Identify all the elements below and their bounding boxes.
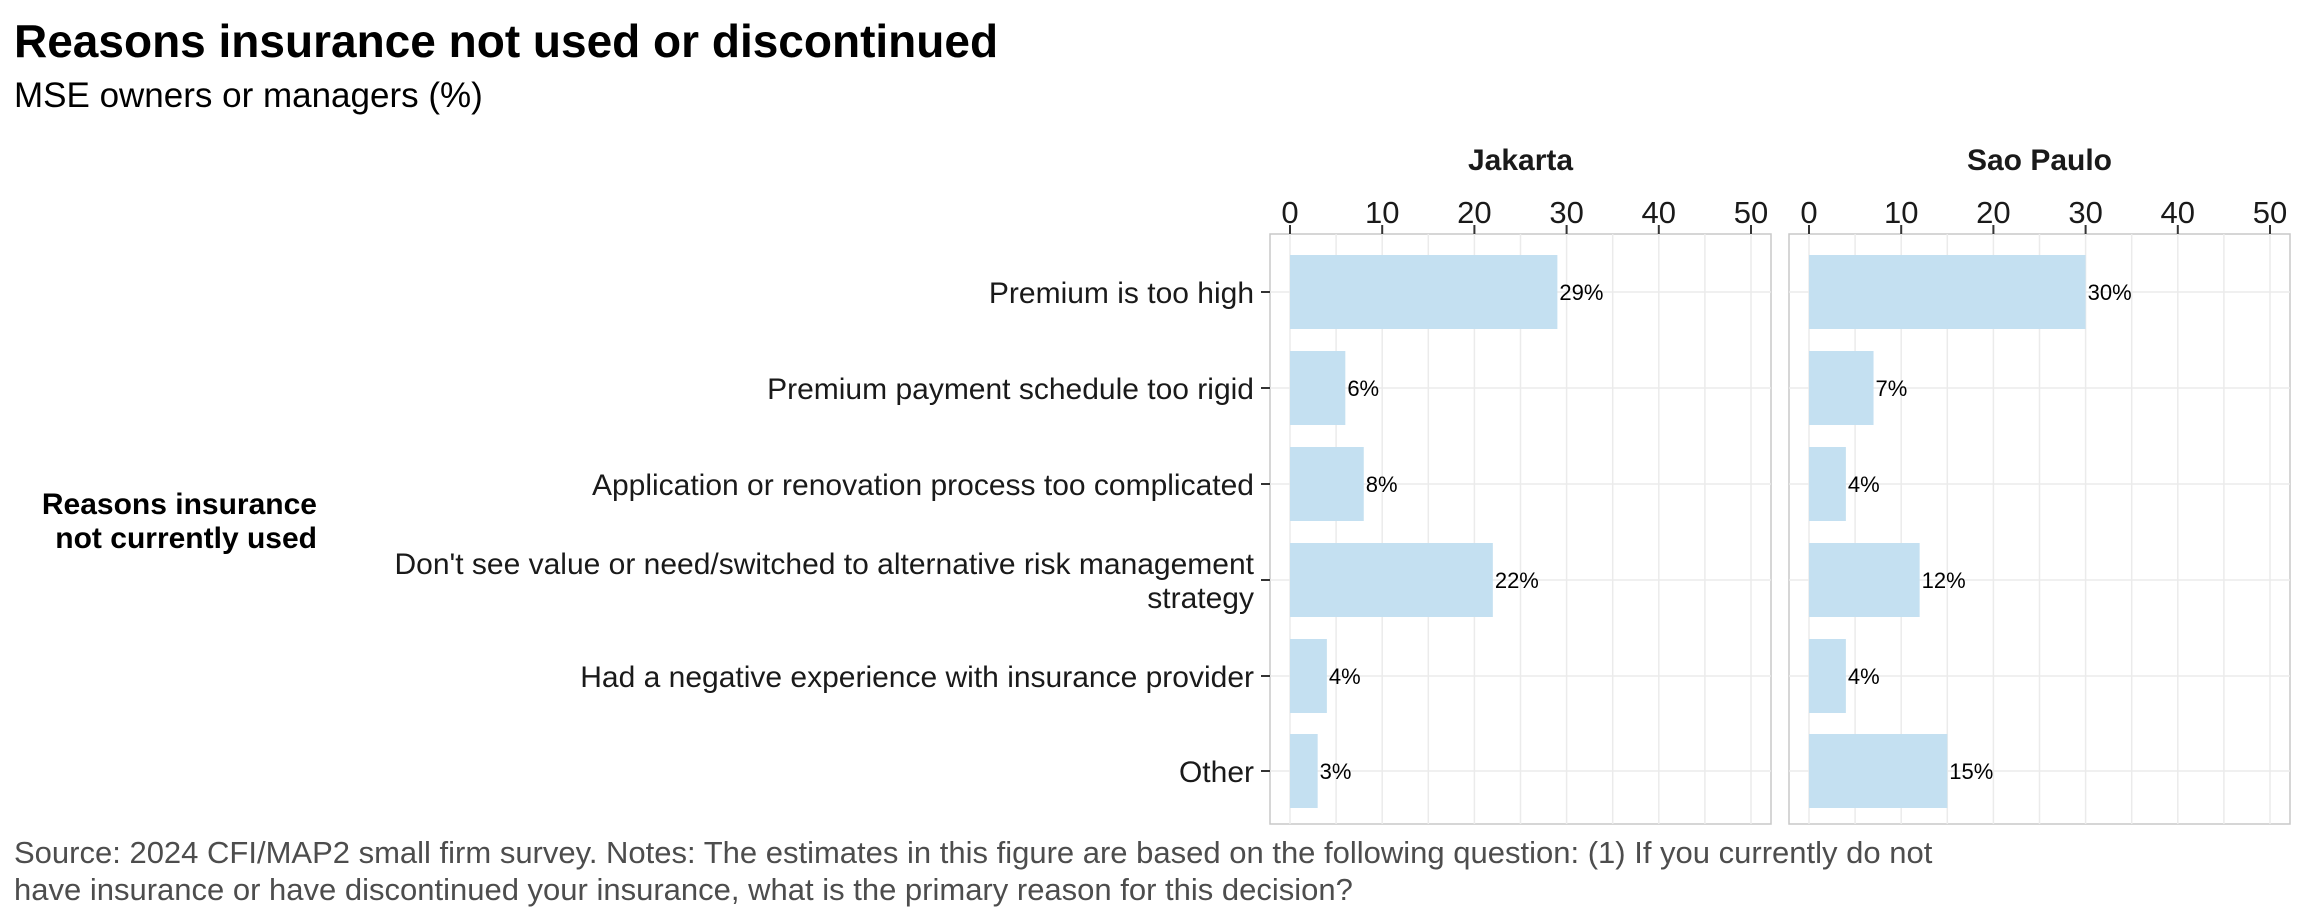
facet-label-jakarta: Jakarta xyxy=(1468,144,1573,177)
chart-subtitle: MSE owners or managers (%) xyxy=(14,76,483,115)
x-tick-label: 10 xyxy=(1365,195,1399,230)
row-group-label: Reasons insurance not currently used xyxy=(42,488,317,555)
chart-title: Reasons insurance not used or discontinu… xyxy=(14,15,999,67)
bar-sao-paulo-5 xyxy=(1809,734,1948,808)
x-tick-label: 20 xyxy=(1457,195,1491,230)
value-label-jakarta-4: 4% xyxy=(1329,664,1361,689)
source-line-2: have insurance or have discontinued your… xyxy=(14,872,1353,907)
value-label-sao-paulo-2: 4% xyxy=(1848,472,1880,497)
bar-sao-paulo-4 xyxy=(1809,639,1846,713)
category-label: Premium is too high xyxy=(989,277,1254,310)
x-tick-label: 40 xyxy=(1642,195,1676,230)
value-label-jakarta-3: 22% xyxy=(1495,568,1539,593)
x-tick-label: 40 xyxy=(2161,195,2195,230)
category-label: Had a negative experience with insurance… xyxy=(580,661,1254,694)
value-label-sao-paulo-5: 15% xyxy=(1949,759,1993,784)
category-label: Other xyxy=(1179,756,1254,789)
x-tick-label: 0 xyxy=(1281,195,1298,230)
value-label-jakarta-2: 8% xyxy=(1366,472,1398,497)
x-tick-label: 30 xyxy=(2068,195,2102,230)
value-label-jakarta-1: 6% xyxy=(1347,376,1379,401)
source-line-1: Source: 2024 CFI/MAP2 small firm survey.… xyxy=(14,835,1933,870)
x-tick-label: 50 xyxy=(1734,195,1768,230)
value-label-sao-paulo-3: 12% xyxy=(1922,568,1966,593)
x-tick-label: 10 xyxy=(1884,195,1918,230)
x-tick-label: 20 xyxy=(1976,195,2010,230)
bar-sao-paulo-1 xyxy=(1809,351,1874,425)
value-label-sao-paulo-0: 30% xyxy=(2088,280,2132,305)
category-label: Application or renovation process too co… xyxy=(592,469,1254,502)
value-label-sao-paulo-4: 4% xyxy=(1848,664,1880,689)
x-tick-label: 0 xyxy=(1800,195,1817,230)
bar-jakarta-4 xyxy=(1290,639,1327,713)
x-tick-label: 30 xyxy=(1549,195,1583,230)
value-label-jakarta-5: 3% xyxy=(1320,759,1352,784)
category-label: Premium payment schedule too rigid xyxy=(767,373,1254,406)
bar-jakarta-3 xyxy=(1290,543,1493,617)
bar-sao-paulo-0 xyxy=(1809,255,2086,329)
source-note: Source: 2024 CFI/MAP2 small firm survey.… xyxy=(14,834,2134,908)
bar-jakarta-2 xyxy=(1290,447,1364,521)
x-tick-label: 50 xyxy=(2253,195,2287,230)
bar-jakarta-1 xyxy=(1290,351,1346,425)
bar-sao-paulo-3 xyxy=(1809,543,1920,617)
bar-jakarta-0 xyxy=(1290,255,1558,329)
bar-jakarta-5 xyxy=(1290,734,1318,808)
value-label-jakarta-0: 29% xyxy=(1559,280,1603,305)
category-label: Don't see value or need/switched to alte… xyxy=(394,548,1254,615)
bar-sao-paulo-2 xyxy=(1809,447,1846,521)
facet-label-sao-paulo: Sao Paulo xyxy=(1967,144,2112,177)
value-label-sao-paulo-1: 7% xyxy=(1876,376,1908,401)
